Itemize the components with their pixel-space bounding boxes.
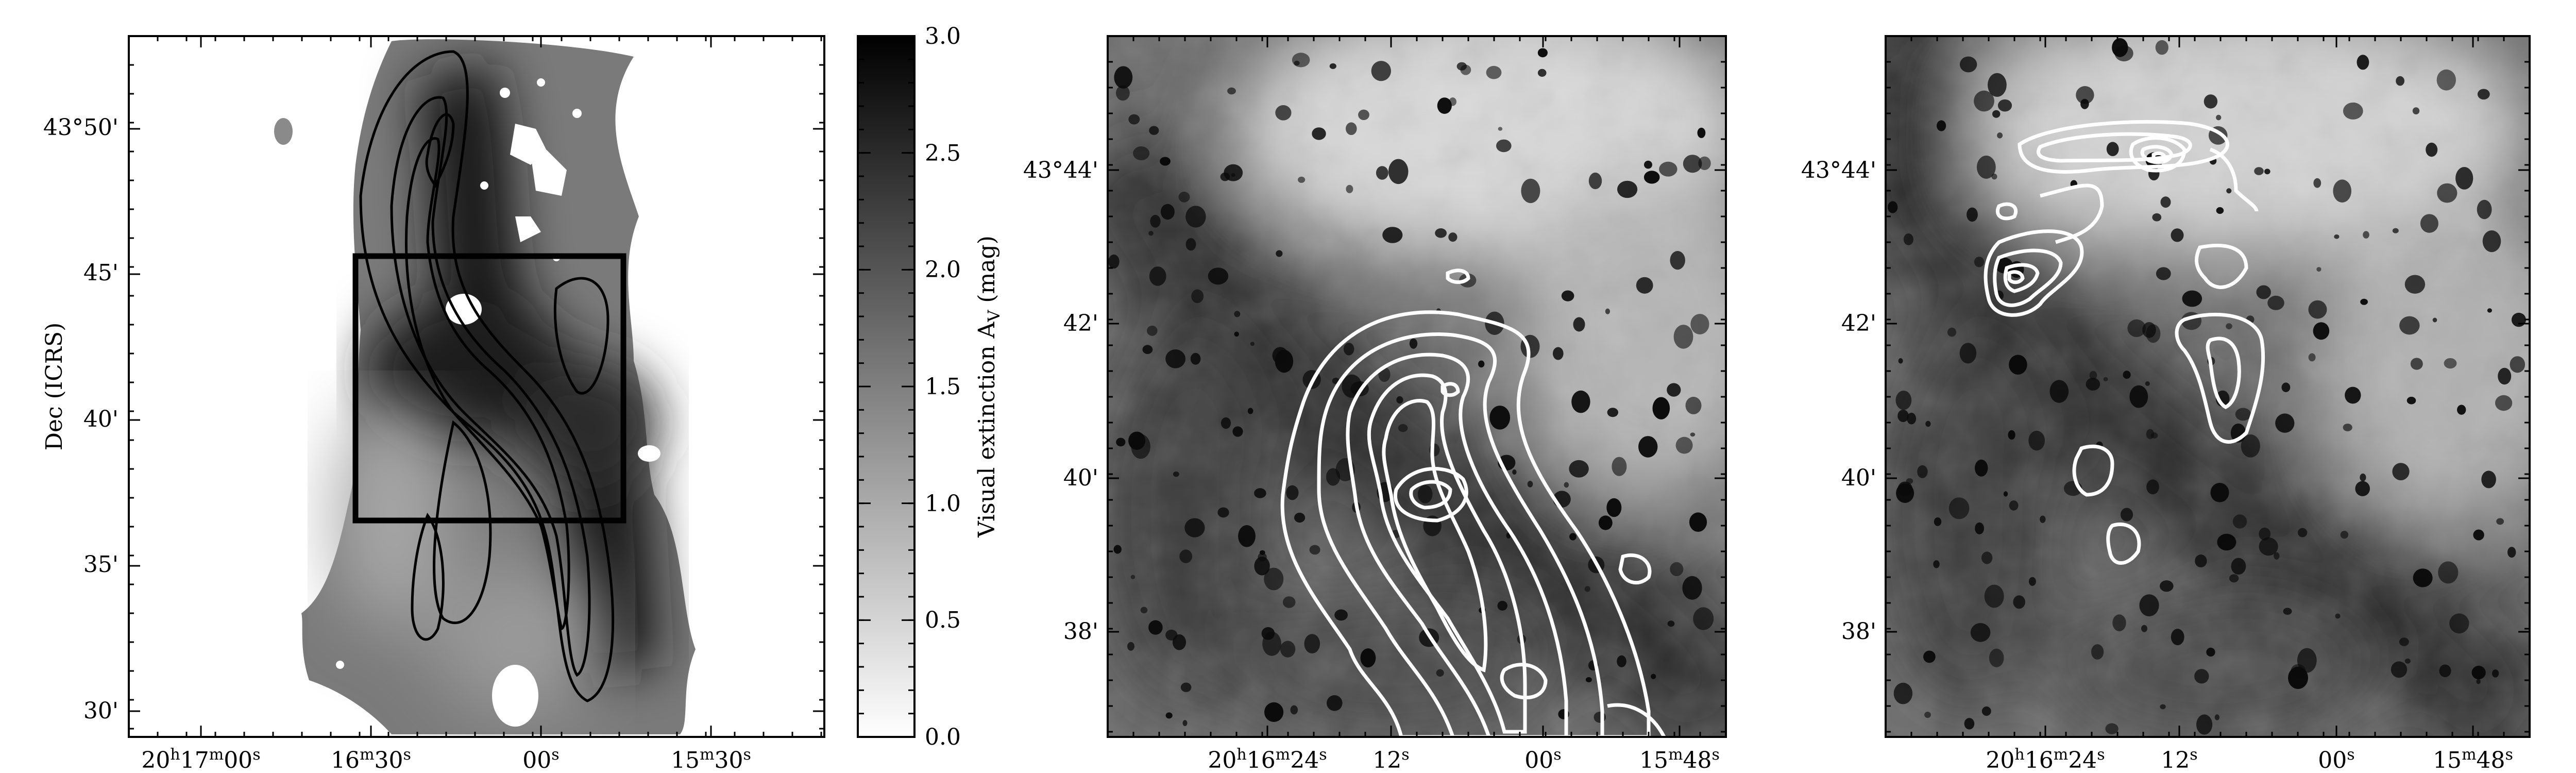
right-xtick-label: 15m48s	[2433, 746, 2513, 773]
left-ytick-label: 43°50'	[43, 114, 118, 141]
left-ytick-label: 45'	[83, 260, 118, 286]
right-ytick-label: 38'	[1841, 618, 1876, 645]
colorbar-title: Visual extinction AV (mag)	[974, 236, 1004, 538]
left-xtick-label: 15m30s	[671, 746, 751, 773]
right-xtick-label: 20h16m24s	[1986, 746, 2105, 773]
right-background-image	[1886, 36, 2530, 737]
middle-panel: 43°44' 42' 40' 38' 20h16m24s 12s 00s 15m…	[1023, 35, 1727, 773]
colorbar: 3.0 2.5 2.0 1.5 1.0 0.5 0.0 Visual extin…	[857, 23, 1004, 750]
middle-xtick-label: 20h16m24s	[1208, 746, 1327, 773]
right-panel: 43°44' 42' 40' 38' 20h16m24s 12s 00s 15m…	[1801, 35, 2531, 773]
zoom-box	[352, 253, 626, 524]
left-y-axis-title: Dec (ICRS)	[41, 323, 67, 451]
left-xtick-label: 20h17m00s	[141, 746, 260, 773]
middle-axis-ticks	[1108, 36, 1726, 737]
colorbar-tick-label: 3.0	[925, 23, 961, 49]
right-axis-ticks	[1886, 36, 2530, 737]
colorbar-tick-label: 2.5	[925, 140, 961, 166]
right-xtick-label: 12s	[2161, 746, 2197, 773]
right-ytick-label: 42'	[1841, 310, 1876, 337]
middle-xtick-label: 15m48s	[1639, 746, 1720, 773]
left-small-blob	[274, 118, 293, 145]
left-white-holes	[336, 78, 660, 727]
colorbar-ticks	[858, 35, 914, 738]
middle-ytick-label: 42'	[1063, 310, 1098, 337]
left-ytick-label: 35'	[83, 551, 118, 578]
middle-contours	[1280, 268, 1666, 737]
middle-xtick-label: 12s	[1372, 746, 1409, 773]
middle-ytick-label: 40'	[1063, 465, 1098, 491]
right-contours	[1984, 120, 2265, 565]
colorbar-tick-label: 2.0	[925, 257, 961, 283]
colorbar-tick-label: 1.5	[925, 374, 961, 400]
right-star-dots	[1888, 38, 2526, 735]
middle-background-image	[1108, 36, 1726, 737]
colorbar-tick-label: 1.0	[925, 491, 961, 517]
middle-xtick-label: 00s	[1524, 746, 1561, 773]
left-panel: Dec (ICRS) 43°50' 45' 40' 35' 30' 20h17m…	[41, 35, 825, 773]
left-xtick-label: 00s	[522, 746, 559, 773]
left-extinction-map	[274, 39, 696, 734]
colorbar-tick-label: 0.5	[925, 607, 961, 633]
left-axis-ticks	[129, 36, 824, 737]
left-ytick-label: 40'	[83, 406, 118, 432]
left-contours	[359, 50, 615, 702]
colorbar-tick-label: 0.0	[925, 724, 961, 750]
middle-ytick-label: 38'	[1063, 618, 1098, 645]
left-xtick-label: 16m30s	[331, 746, 411, 773]
middle-ytick-label: 43°44'	[1023, 157, 1098, 183]
left-ytick-label: 30'	[83, 698, 118, 724]
right-panel-frame	[1885, 35, 2531, 738]
right-ytick-label: 43°44'	[1801, 157, 1876, 183]
right-xtick-label: 00s	[2318, 746, 2354, 773]
right-ytick-label: 40'	[1841, 465, 1876, 491]
